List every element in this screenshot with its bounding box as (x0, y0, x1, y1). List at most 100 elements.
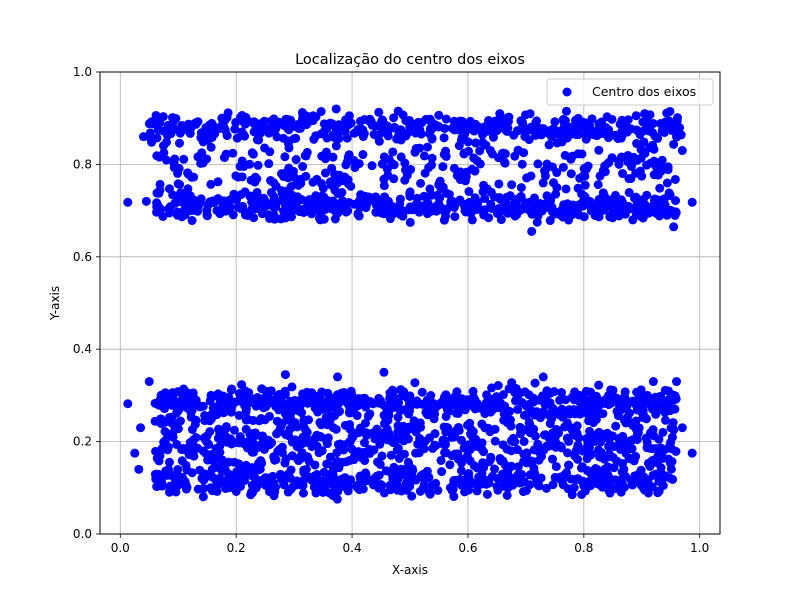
data-point (455, 175, 465, 185)
data-point (185, 128, 195, 138)
data-point (368, 399, 378, 409)
data-point (291, 155, 301, 165)
data-point (508, 437, 518, 447)
data-point (304, 435, 314, 445)
data-point (160, 417, 170, 427)
data-point (624, 454, 634, 464)
data-point (179, 154, 189, 164)
data-point (328, 423, 338, 433)
data-point (228, 210, 238, 220)
data-point (248, 432, 258, 442)
data-point (664, 116, 674, 126)
data-point (402, 393, 412, 403)
data-point (302, 387, 312, 397)
data-point (605, 195, 615, 205)
data-point (226, 385, 236, 395)
data-point (141, 196, 151, 206)
data-point (677, 423, 687, 433)
data-point (463, 137, 473, 147)
data-point (352, 411, 362, 421)
data-point (389, 462, 399, 472)
data-point (251, 483, 261, 493)
data-point (170, 198, 180, 208)
data-point (649, 144, 659, 154)
data-point (497, 469, 507, 479)
data-point (393, 432, 403, 442)
x-tick-label: 1.0 (690, 541, 709, 555)
data-point (343, 179, 353, 189)
data-point (144, 377, 154, 387)
data-point (595, 429, 605, 439)
data-point (214, 424, 224, 434)
data-point (443, 423, 453, 433)
data-point (633, 428, 643, 438)
data-point (150, 398, 160, 408)
data-point (660, 445, 670, 455)
data-point (269, 452, 279, 462)
data-point (587, 411, 597, 421)
data-point (238, 201, 248, 211)
data-point (327, 163, 337, 173)
data-point (393, 106, 403, 116)
data-point (187, 216, 197, 226)
data-point (394, 453, 404, 463)
data-point (361, 402, 371, 412)
data-point (385, 480, 395, 490)
data-point (317, 387, 327, 397)
data-point (642, 390, 652, 400)
data-point (672, 377, 682, 387)
data-point (203, 135, 213, 145)
data-point (217, 466, 227, 476)
data-point (468, 433, 478, 443)
data-point (447, 486, 457, 496)
data-point (561, 106, 571, 116)
data-point (481, 479, 491, 489)
legend-box (546, 78, 714, 106)
data-point (159, 141, 169, 151)
data-point (670, 391, 680, 401)
data-point (360, 393, 370, 403)
data-point (420, 473, 430, 483)
data-point (210, 129, 220, 139)
data-point (228, 148, 238, 158)
data-point (379, 367, 389, 377)
data-point (450, 392, 460, 402)
data-point (315, 405, 325, 415)
data-point (382, 424, 392, 434)
data-point (333, 372, 343, 382)
data-point (425, 402, 435, 412)
data-point (572, 421, 582, 431)
data-point (169, 162, 179, 172)
data-point (296, 439, 306, 449)
data-point (435, 176, 445, 186)
data-point (316, 432, 326, 442)
data-point (517, 469, 527, 479)
data-point (173, 464, 183, 474)
data-point (183, 192, 193, 202)
data-point (168, 432, 178, 442)
data-point (465, 116, 475, 126)
data-point (222, 131, 232, 141)
legend: Centro dos eixos (546, 78, 714, 106)
data-point (383, 131, 393, 141)
data-point (653, 198, 663, 208)
data-point (582, 446, 592, 456)
data-point (299, 415, 309, 425)
data-point (253, 160, 263, 170)
data-point (284, 143, 294, 153)
data-point (530, 378, 540, 388)
x-tick-label: 0.4 (343, 541, 362, 555)
data-point (392, 134, 402, 144)
data-point (496, 215, 506, 225)
data-point (631, 416, 641, 426)
data-point (510, 388, 520, 398)
data-point (164, 464, 174, 474)
data-point (392, 204, 402, 214)
data-point (144, 119, 154, 129)
data-point (247, 447, 257, 457)
data-point (586, 206, 596, 216)
data-point (648, 425, 658, 435)
data-point (274, 427, 284, 437)
data-point (483, 423, 493, 433)
data-point (502, 490, 512, 500)
